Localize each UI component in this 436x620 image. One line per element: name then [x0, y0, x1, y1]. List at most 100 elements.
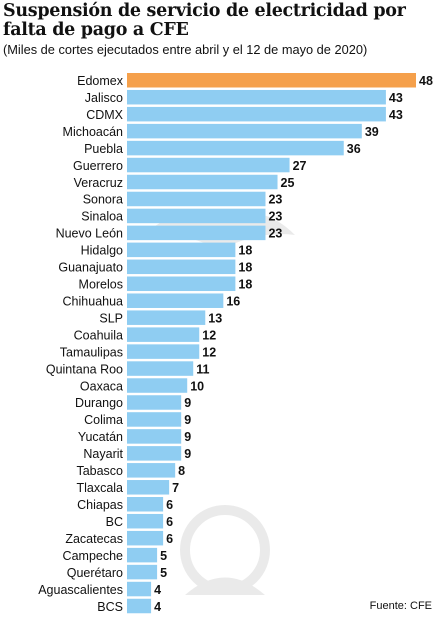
bar-chiapas [127, 497, 164, 512]
value-label: 9 [184, 396, 191, 410]
value-label: 43 [389, 108, 403, 122]
value-label: 6 [166, 498, 173, 512]
category-label: Edomex [77, 74, 124, 88]
value-label: 4 [154, 600, 161, 614]
bar-aguascalientes [127, 581, 152, 597]
category-label: Tamaulipas [60, 345, 123, 359]
category-label: CDMX [86, 108, 123, 122]
bar-tlaxcala [127, 480, 170, 495]
value-label: 12 [202, 345, 216, 359]
bar-campeche [127, 547, 158, 563]
source-note: Fuente: CFE [369, 600, 432, 612]
value-label: 8 [178, 464, 185, 478]
value-label: 9 [184, 430, 191, 444]
value-label: 5 [160, 566, 167, 580]
bar-michoac-n [127, 123, 362, 139]
bar-durango [127, 395, 182, 410]
bar-yucat-n [127, 429, 182, 444]
bar-sinaloa [127, 208, 266, 224]
category-label: Oaxaca [80, 379, 123, 393]
bar-sonora [127, 191, 266, 207]
category-label: Guerrero [73, 159, 123, 173]
value-label: 6 [166, 515, 173, 529]
category-label: Nuevo León [56, 227, 123, 241]
bar-tabasco [127, 463, 176, 478]
category-label: Quintana Roo [46, 362, 123, 376]
bar-oaxaca [127, 378, 188, 393]
category-label: Yucatán [78, 430, 123, 444]
category-label: Querétaro [67, 566, 123, 580]
value-label: 27 [293, 159, 307, 173]
value-label: 23 [268, 193, 282, 207]
value-label: 25 [281, 176, 295, 190]
bar-nuevo-le-n [127, 225, 266, 241]
value-label: 11 [196, 362, 209, 376]
value-label: 43 [389, 91, 403, 105]
category-label: Tlaxcala [76, 481, 123, 495]
category-label: Tabasco [76, 464, 123, 478]
category-label: Chiapas [77, 498, 123, 512]
bar-edomex [127, 73, 416, 88]
category-label: BC [106, 515, 123, 529]
value-label: 9 [184, 447, 191, 461]
bar-colima [127, 412, 182, 427]
bar-bcs [127, 598, 152, 614]
eagle-watermark-icon [180, 505, 270, 595]
bar-hidalgo [127, 242, 236, 258]
category-label: Sinaloa [81, 210, 123, 224]
category-label: Campeche [63, 549, 123, 563]
bar-cdmx [127, 106, 386, 122]
category-label: Morelos [79, 278, 123, 292]
value-label: 4 [154, 583, 161, 597]
bar-guerrero [127, 157, 290, 173]
value-label: 23 [268, 210, 282, 224]
category-label: Puebla [84, 142, 123, 156]
bar-tamaulipas [127, 344, 200, 359]
category-label: Hidalgo [81, 244, 123, 258]
category-label: Sonora [83, 193, 123, 207]
bar-bc [127, 513, 164, 529]
category-label: Zacatecas [65, 532, 123, 546]
value-label: 9 [184, 413, 191, 427]
value-label: 18 [238, 261, 252, 275]
value-label: 18 [238, 244, 252, 258]
category-label: Coahuila [74, 328, 123, 342]
value-label: 12 [202, 328, 216, 342]
value-label: 36 [347, 142, 361, 156]
category-label: Aguascalientes [38, 583, 123, 597]
value-label: 5 [160, 549, 167, 563]
value-label: 48 [419, 74, 433, 88]
category-label: SLP [99, 311, 123, 325]
value-label: 23 [268, 227, 282, 241]
chart-title: Suspensión de servicio de electricidad p… [3, 1, 406, 40]
bar-nayarit [127, 446, 182, 461]
category-label: BCS [97, 600, 123, 614]
value-label: 7 [172, 481, 179, 495]
bar-puebla [127, 140, 344, 156]
bar-veracruz [127, 174, 278, 190]
category-label: Nayarit [83, 447, 123, 461]
category-label: Durango [75, 396, 123, 410]
bar-chihuahua [127, 293, 224, 308]
bar-slp [127, 310, 206, 325]
value-label: 39 [365, 125, 379, 139]
bar-coahuila [127, 327, 200, 342]
bar-quintana-roo [127, 361, 194, 376]
category-label: Chihuahua [63, 294, 124, 308]
category-label: Veracruz [74, 176, 123, 190]
value-label: 16 [226, 294, 240, 308]
value-label: 6 [166, 532, 173, 546]
chart-subtitle: (Miles de cortes ejecutados entre abril … [3, 42, 368, 57]
category-label: Michoacán [63, 125, 123, 139]
bar-quer-taro [127, 564, 158, 580]
value-label: 10 [190, 379, 204, 393]
value-label: 18 [238, 278, 252, 292]
bar-guanajuato [127, 259, 236, 275]
bar-morelos [127, 276, 236, 292]
bar-jalisco [127, 89, 386, 105]
category-label: Jalisco [85, 91, 123, 105]
value-label: 13 [208, 311, 222, 325]
category-label: Guanajuato [58, 261, 123, 275]
bar-zacatecas [127, 530, 164, 546]
